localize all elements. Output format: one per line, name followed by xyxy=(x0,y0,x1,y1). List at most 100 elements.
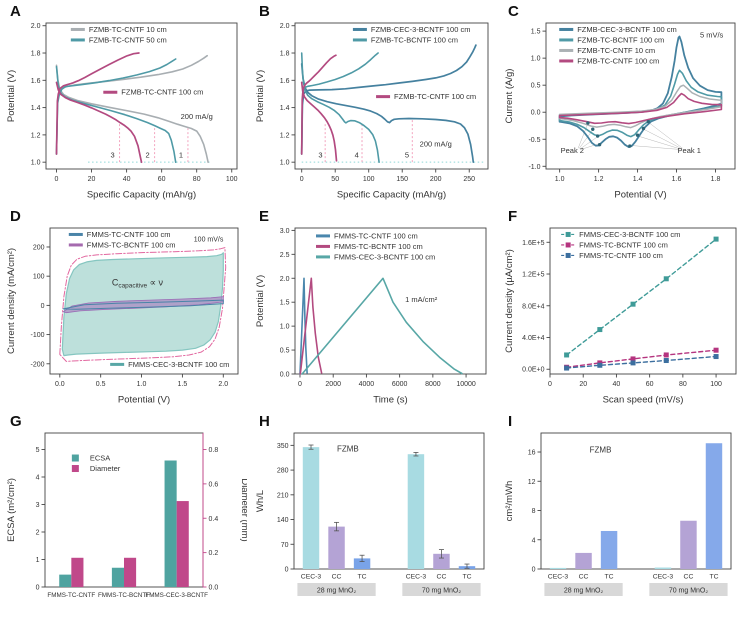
svg-text:0.0: 0.0 xyxy=(531,110,541,117)
svg-text:0.0: 0.0 xyxy=(280,372,290,379)
svg-text:FMMS-TC-CNTF: FMMS-TC-CNTF xyxy=(47,592,95,599)
svg-text:Potential (V): Potential (V) xyxy=(614,190,666,201)
panel-C-label: C xyxy=(508,3,519,20)
svg-text:1.0: 1.0 xyxy=(137,381,147,388)
svg-text:FZMB: FZMB xyxy=(590,446,612,455)
svg-text:1.6: 1.6 xyxy=(672,176,682,183)
svg-text:FMMS-CEC-3-BCNTF 100 cm: FMMS-CEC-3-BCNTF 100 cm xyxy=(128,360,229,369)
svg-text:350: 350 xyxy=(277,443,289,450)
svg-text:200 mA/g: 200 mA/g xyxy=(420,139,452,148)
svg-text:1.5: 1.5 xyxy=(280,300,290,307)
svg-text:CC: CC xyxy=(684,574,694,581)
panel-D-label: D xyxy=(10,208,21,225)
svg-text:1.6: 1.6 xyxy=(280,78,290,85)
svg-text:0.2: 0.2 xyxy=(209,550,219,557)
svg-text:70 mg MnO₂: 70 mg MnO₂ xyxy=(422,588,462,595)
panel-A-label: A xyxy=(10,3,21,20)
svg-text:CEC-3: CEC-3 xyxy=(653,574,674,581)
svg-text:Peak 1: Peak 1 xyxy=(678,146,701,155)
svg-text:FZMB-TC-BCNTF 100 cm: FZMB-TC-BCNTF 100 cm xyxy=(577,35,664,44)
panel-A: A 0 20 40 60 80 100 1.0 1.2 1.4 1.6 1.8 2.0 Specific… xyxy=(0,0,249,205)
svg-text:-200: -200 xyxy=(30,361,44,368)
svg-text:cm²/mWh: cm²/mWh xyxy=(504,481,515,522)
svg-text:140: 140 xyxy=(277,517,289,524)
svg-text:-0.5: -0.5 xyxy=(528,137,540,144)
svg-text:0: 0 xyxy=(41,303,45,310)
panel-E-chart: 0 2000 4000 6000 8000 10000 0.0 0.5 1.0 1.5 2.0 2.5… xyxy=(255,227,487,406)
svg-text:FZMB-TC-BCNTF 100 cm: FZMB-TC-BCNTF 100 cm xyxy=(371,35,458,44)
panel-F-chart: 0 20 40 60 80 100 0.0E+0 4.0E+4 8.0E+4 1.2E+5 1.6E… xyxy=(504,227,737,406)
svg-text:8000: 8000 xyxy=(425,381,441,388)
svg-text:0: 0 xyxy=(548,381,552,388)
svg-text:Diameter: Diameter xyxy=(90,464,121,473)
svg-text:Specific Capacity (mAh/g): Specific Capacity (mAh/g) xyxy=(87,190,196,201)
svg-text:FZMB-TC-CNTF 50 cm: FZMB-TC-CNTF 50 cm xyxy=(89,35,167,44)
svg-text:3.0: 3.0 xyxy=(280,228,290,235)
svg-text:1.8: 1.8 xyxy=(31,51,41,58)
svg-text:FZMB-TC-CNTF 10 cm: FZMB-TC-CNTF 10 cm xyxy=(89,25,167,34)
svg-text:0.8: 0.8 xyxy=(209,447,219,454)
svg-text:TC: TC xyxy=(358,574,367,581)
svg-text:FMMS-TC-CNTF 100 cm: FMMS-TC-CNTF 100 cm xyxy=(579,251,663,260)
svg-text:3: 3 xyxy=(36,502,40,509)
svg-text:1.2: 1.2 xyxy=(280,132,290,139)
svg-text:CEC-3: CEC-3 xyxy=(406,574,427,581)
panel-G: G 0 1 2 3 4 5 0.0 0.2 0.4 0.6 0.8 Diameter (mm) ECSA… xyxy=(0,410,249,619)
svg-text:FZMB-TC-CNTF 100 cm: FZMB-TC-CNTF 100 cm xyxy=(577,56,659,65)
svg-text:200 mA/g: 200 mA/g xyxy=(181,112,213,121)
svg-text:16: 16 xyxy=(528,450,536,457)
panel-B: B 0 50 100 150 200 250 1.0 1.2 1.4 1.6 1.8 2.0 Speci… xyxy=(249,0,498,205)
svg-text:FZMB-TC-CNTF 10 cm: FZMB-TC-CNTF 10 cm xyxy=(577,46,655,55)
svg-text:TC: TC xyxy=(462,574,471,581)
panel-G-chart: 0 1 2 3 4 5 0.0 0.2 0.4 0.6 0.8 Diameter (mm) ECSA (… xyxy=(6,432,247,599)
panel-F-label: F xyxy=(508,208,518,225)
svg-text:1.0: 1.0 xyxy=(555,176,565,183)
panel-D: D 0.0 0.5 1.0 1.5 2.0 -200 -100 0 100 200 Potentia… xyxy=(0,205,249,410)
svg-text:1.6E+5: 1.6E+5 xyxy=(522,240,544,247)
svg-text:1: 1 xyxy=(179,150,183,159)
svg-text:FZMB: FZMB xyxy=(337,445,359,454)
svg-text:FMMS-TC-CNTF 100 cm: FMMS-TC-CNTF 100 cm xyxy=(334,231,418,240)
svg-text:FZMB-CEC-3-BCNTF 100 cm: FZMB-CEC-3-BCNTF 100 cm xyxy=(577,25,677,34)
svg-text:2.5: 2.5 xyxy=(280,252,290,259)
svg-text:FMMS-TC-BCNTF 100 cm: FMMS-TC-BCNTF 100 cm xyxy=(87,240,176,249)
svg-text:1.2: 1.2 xyxy=(594,176,604,183)
svg-text:CC: CC xyxy=(332,574,342,581)
svg-text:Current density (µA/cm²): Current density (µA/cm²) xyxy=(504,249,515,353)
svg-text:5: 5 xyxy=(36,447,40,454)
svg-text:1.5: 1.5 xyxy=(178,381,188,388)
svg-text:Potential (V): Potential (V) xyxy=(255,275,266,327)
svg-text:0: 0 xyxy=(36,585,40,592)
svg-text:4: 4 xyxy=(355,150,359,159)
svg-text:Wh/L: Wh/L xyxy=(255,490,266,512)
svg-text:0.5: 0.5 xyxy=(96,381,106,388)
svg-text:2000: 2000 xyxy=(325,381,341,388)
panel-I: I 0 4 8 12 16 cm²/mWh CEC-3 CC TC CEC-3 CC TC 28 mg … xyxy=(498,410,748,619)
svg-text:1.4: 1.4 xyxy=(280,105,290,112)
svg-text:50: 50 xyxy=(331,176,339,183)
svg-text:100 mV/s: 100 mV/s xyxy=(194,237,224,244)
svg-text:250: 250 xyxy=(463,176,475,183)
svg-text:2: 2 xyxy=(36,530,40,537)
svg-text:100: 100 xyxy=(710,381,722,388)
svg-text:100: 100 xyxy=(226,176,238,183)
panel-C: C 1.0 1.2 1.4 1.6 1.8 -1.0 -0.5 0.0 0.5 1.0 1.5 Pot… xyxy=(498,0,748,205)
panel-H: H 0 70 140 210 280 350 Wh/L CEC-3 CC TC CEC-3 CC TC 2… xyxy=(249,410,498,619)
svg-text:FMMS-TC-BCNTF 100 cm: FMMS-TC-BCNTF 100 cm xyxy=(579,240,668,249)
svg-text:TC: TC xyxy=(709,574,718,581)
svg-text:20: 20 xyxy=(579,381,587,388)
svg-text:Potential (V): Potential (V) xyxy=(118,395,170,406)
svg-text:28 mg MnO₂: 28 mg MnO₂ xyxy=(317,588,357,595)
svg-text:100: 100 xyxy=(33,274,45,281)
svg-text:1.4: 1.4 xyxy=(31,105,41,112)
svg-text:FMMS-CEC-3-BCNTF 100 cm: FMMS-CEC-3-BCNTF 100 cm xyxy=(579,230,680,239)
svg-text:0: 0 xyxy=(285,567,289,574)
svg-text:CEC-3: CEC-3 xyxy=(548,574,569,581)
svg-text:200: 200 xyxy=(33,244,45,251)
panel-C-chart: 1.0 1.2 1.4 1.6 1.8 -1.0 -0.5 0.0 0.5 1.0 1.5 Poten… xyxy=(504,22,736,201)
svg-text:1.5: 1.5 xyxy=(531,29,541,36)
svg-text:0.0: 0.0 xyxy=(209,585,219,592)
panel-B-chart: 0 50 100 150 200 250 1.0 1.2 1.4 1.6 1.8 2.0 Specifi… xyxy=(255,22,489,201)
